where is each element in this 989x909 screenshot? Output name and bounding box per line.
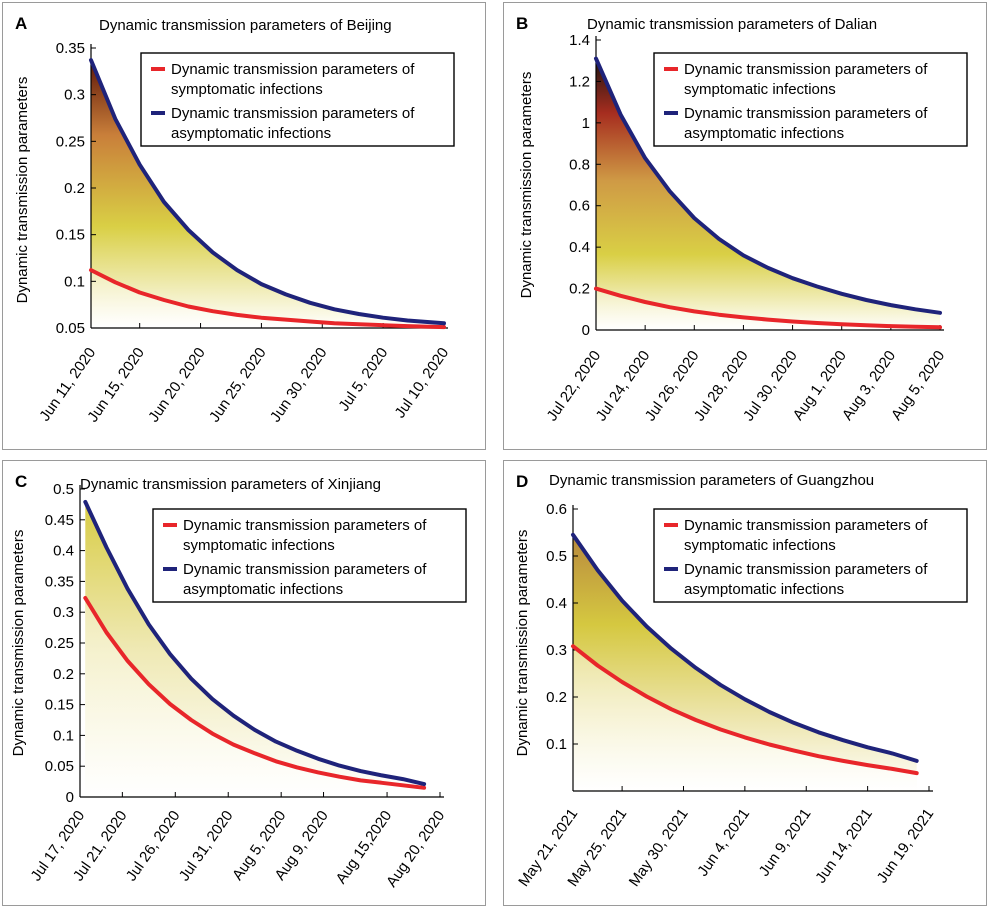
legend: Dynamic transmission parameters of sympto… — [152, 508, 467, 603]
y-tick-label: 0.15 — [56, 227, 85, 244]
y-tick-label: 0 — [66, 789, 74, 806]
y-tick-label: 0.05 — [45, 758, 74, 775]
lower-fade-area — [596, 288, 940, 330]
chart-panel-dalian: 0 0.2 0.4 0.6 0.8 1 1.2 1.4 Jul 22, 2020 Jul 24, … — [503, 2, 987, 450]
legend: Dynamic transmission parameters of sympto… — [653, 52, 968, 147]
lower-fade-area — [91, 270, 444, 328]
lower-fade-area — [573, 646, 917, 791]
chart-svg-xinjiang: 0 0.05 0.1 0.15 0.2 0.25 0.3 0.35 0.4 0.45 0.5 Jul … — [10, 472, 467, 890]
x-tick-label: Jun 30, 2020 — [267, 345, 331, 426]
y-tick-label: 0.2 — [64, 180, 85, 197]
legend: Dynamic transmission parameters of sympto… — [140, 52, 455, 147]
y-tick-label: 0.5 — [53, 481, 74, 498]
legend-label-symptomatic: Dynamic transmission parameters of sympto… — [684, 517, 928, 554]
chart-panel-beijing: 0.05 0.1 0.15 0.2 0.25 0.3 0.35 Jun 11, 2020 Jun… — [2, 2, 486, 450]
series-line-asymptomatic — [83, 499, 427, 787]
legend-box — [140, 52, 455, 147]
x-tick-label: May 30, 2021 — [626, 806, 692, 890]
y-tick-label: 0.3 — [64, 87, 85, 104]
legend-box — [653, 508, 968, 603]
legend-label-asymptomatic: Dynamic transmission parameters of asympt… — [183, 561, 427, 598]
legend-label-asymptomatic: Dynamic transmission parameters of asympt… — [684, 561, 928, 598]
legend-label-asymptomatic: Dynamic transmission parameters of asympt… — [171, 105, 415, 142]
y-tick-label: 0.1 — [546, 736, 567, 753]
legend-box — [152, 508, 467, 603]
y-axis-label: Dynamic transmission parameters — [14, 77, 31, 304]
y-tick-label: 1 — [582, 115, 590, 132]
x-tick-label: Jun 9, 2021 — [756, 806, 815, 880]
x-tick-label: Jul 26, 2020 — [123, 808, 184, 885]
y-tick-label: 0.1 — [64, 273, 85, 290]
legend: Dynamic transmission parameters of sympto… — [653, 508, 968, 603]
y-tick-label: 0.35 — [45, 573, 74, 590]
panel-label: A — [15, 14, 27, 33]
y-tick-label: 0.2 — [569, 281, 590, 298]
y-tick-label: 0 — [582, 322, 590, 339]
y-tick-label: 1.2 — [569, 73, 590, 90]
y-tick-label: 0.05 — [56, 320, 85, 337]
y-tick-label: 0.15 — [45, 697, 74, 714]
gradient-fill-area — [91, 60, 444, 328]
x-tick-label: Jul 10, 2020 — [391, 345, 452, 422]
y-axis-label: Dynamic transmission parameters — [10, 530, 27, 757]
chart-title: Dynamic transmission parameters of Xinji… — [80, 476, 381, 493]
panel-label: B — [516, 14, 528, 33]
gradient-fill-area — [596, 58, 940, 330]
series-line-asymptomatic — [89, 58, 446, 326]
series-line-symptomatic — [89, 268, 446, 330]
x-tick-label: Jul 31, 2020 — [176, 808, 237, 885]
chart-panel-xinjiang: 0 0.05 0.1 0.15 0.2 0.25 0.3 0.35 0.4 0.45 0.5 Jul … — [2, 460, 486, 906]
y-tick-label: 0.45 — [45, 512, 74, 529]
series-line-asymptomatic — [594, 56, 942, 315]
x-tick-label: Jun 20, 2020 — [145, 345, 209, 426]
legend-label-symptomatic: Dynamic transmission parameters of sympto… — [171, 61, 415, 98]
legend-label-symptomatic: Dynamic transmission parameters of sympto… — [183, 517, 427, 554]
panel-label: D — [516, 472, 528, 491]
x-tick-label: Jul 5, 2020 — [335, 345, 391, 415]
legend-label-symptomatic: Dynamic transmission parameters of sympto… — [684, 61, 928, 98]
y-tick-label: 0.6 — [569, 198, 590, 215]
y-tick-label: 0.6 — [546, 501, 567, 518]
y-tick-label: 0.3 — [546, 642, 567, 659]
x-tick-label: Jun 19, 2021 — [874, 806, 938, 887]
y-tick-label: 1.4 — [569, 32, 590, 49]
y-tick-label: 0.5 — [546, 548, 567, 565]
legend-label-asymptomatic: Dynamic transmission parameters of asympt… — [684, 105, 928, 142]
chart-title: Dynamic transmission parameters of Dalia… — [587, 16, 877, 33]
panel-label: C — [15, 472, 27, 491]
y-tick-label: 0.2 — [53, 666, 74, 683]
legend-box — [653, 52, 968, 147]
series-line-asymptomatic — [571, 532, 919, 763]
y-tick-label: 0.35 — [56, 40, 85, 57]
chart-title: Dynamic transmission parameters of Beiji… — [99, 17, 392, 34]
y-axis-label: Dynamic transmission parameters — [514, 530, 531, 757]
y-axis-label: Dynamic transmission parameters — [518, 72, 535, 299]
y-tick-label: 0.8 — [569, 156, 590, 173]
x-tick-label: Jun 25, 2020 — [206, 345, 270, 426]
x-tick-label: Jun 4, 2021 — [694, 806, 753, 880]
y-tick-label: 0.1 — [53, 727, 74, 744]
chart-panel-guangzhou: 0.1 0.2 0.3 0.4 0.5 0.6 May 21, 2021 May 25, 20… — [503, 460, 987, 906]
y-tick-label: 0.4 — [569, 239, 590, 256]
chart-title: Dynamic transmission parameters of Guang… — [549, 472, 874, 489]
y-tick-label: 0.3 — [53, 604, 74, 621]
lower-fade-area — [85, 598, 425, 797]
y-tick-label: 0.25 — [45, 635, 74, 652]
series-line-symptomatic — [594, 286, 942, 330]
y-tick-label: 0.25 — [56, 133, 85, 150]
x-tick-label: Jun 14, 2021 — [812, 806, 876, 887]
series-line-symptomatic — [83, 596, 427, 790]
series-line-symptomatic — [571, 644, 919, 776]
y-tick-label: 0.4 — [546, 595, 567, 612]
y-tick-label: 0.4 — [53, 543, 74, 560]
y-tick-label: 0.2 — [546, 689, 567, 706]
